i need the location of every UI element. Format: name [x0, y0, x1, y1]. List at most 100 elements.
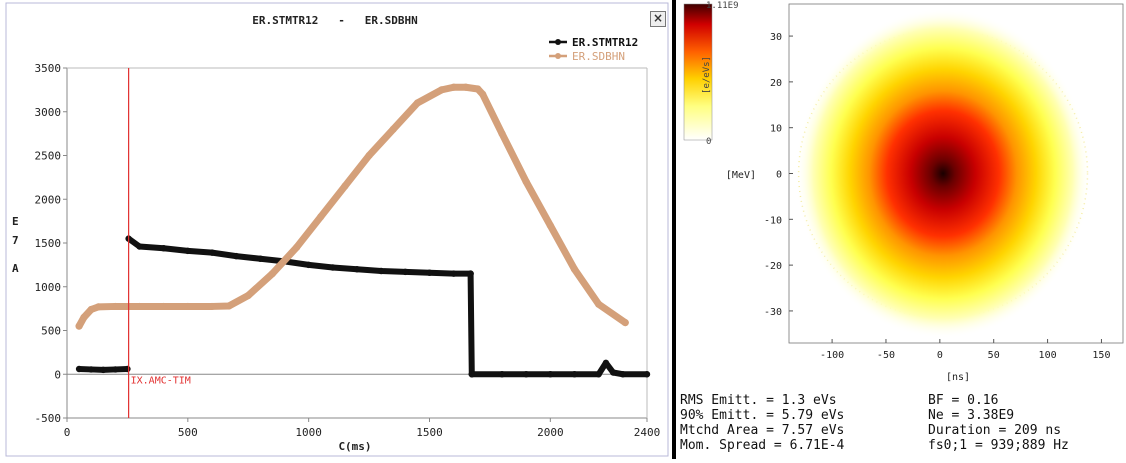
trace-plot-panel: ER.STMTR12 - ER.SDBHN -500 0 500 1000 1500 20…	[5, 2, 669, 457]
heatmap-x-tick-label: 150	[1092, 350, 1110, 361]
y-tick-label: 3500	[35, 62, 62, 75]
data-point-er-stmtr12	[160, 245, 167, 252]
heatmap-x-tick-label: 0	[937, 350, 943, 361]
data-point-er-stmtr12	[619, 371, 627, 378]
beam-statistics: RMS Emitt. = 1.3 eVs BF = 0.16 90% Emitt…	[680, 393, 1120, 457]
data-point-er-sdbhn	[75, 322, 83, 330]
stat-particle-count: Ne = 3.38E9	[928, 408, 1015, 423]
close-button[interactable]: ×	[650, 11, 666, 27]
data-point-er-sdbhn	[474, 85, 482, 93]
y-axis-label-line-2: 7	[12, 234, 19, 247]
heatmap-y-tick-label: 10	[770, 124, 782, 135]
heatmap-y-tick-label: -10	[764, 215, 782, 226]
data-point-er-stmtr12	[547, 371, 554, 378]
data-point-er-stmtr12	[100, 366, 107, 374]
y-tick-label: -500	[35, 412, 62, 425]
data-point-er-sdbhn	[413, 99, 422, 107]
chart-frame	[5, 2, 669, 457]
data-point-er-stmtr12	[522, 371, 530, 378]
data-point-er-sdbhn	[87, 305, 95, 314]
data-point-er-stmtr12	[184, 247, 192, 255]
legend-label: ER.SDBHN	[572, 50, 625, 63]
data-point-er-sdbhn	[479, 90, 487, 98]
data-point-er-stmtr12	[305, 261, 312, 269]
data-point-er-stmtr12	[643, 371, 651, 378]
data-point-er-sdbhn	[498, 130, 506, 138]
stat-rms-emittance: RMS Emitt. = 1.3 eVs	[680, 393, 837, 408]
data-point-er-sdbhn	[595, 300, 603, 308]
data-point-er-stmtr12	[208, 249, 216, 256]
stat-duration: Duration = 209 ns	[928, 423, 1062, 438]
stat-90-emittance: 90% Emitt. = 5.79 eVs	[680, 408, 845, 423]
x-tick-label: 0	[64, 426, 71, 439]
data-point-er-stmtr12	[402, 268, 409, 276]
data-point-er-sdbhn	[389, 125, 397, 133]
data-point-er-sdbhn	[546, 221, 554, 230]
data-point-er-stmtr12	[75, 365, 83, 373]
data-point-er-sdbhn	[462, 83, 470, 91]
data-point-er-sdbhn	[341, 182, 349, 190]
data-point-er-sdbhn	[522, 178, 530, 186]
heatmap-y-tick-label: 0	[776, 170, 782, 181]
data-point-er-stmtr12	[232, 252, 240, 260]
colorbar-unit-label: [e/eVs]	[702, 56, 712, 94]
data-point-er-stmtr12	[136, 243, 143, 250]
heatmap-y-tick-label: -20	[764, 261, 782, 272]
data-point-er-sdbhn	[570, 265, 579, 273]
data-point-er-stmtr12	[595, 371, 602, 378]
colorbar: 1.11E9 0 [e/eVs]	[683, 1, 739, 147]
series-line-er-stmtr12	[125, 235, 474, 277]
colorbar-min-label: 0	[706, 137, 711, 147]
data-point-er-stmtr12	[257, 255, 264, 262]
y-tick-label: 1000	[35, 281, 62, 294]
beam-distribution	[795, 8, 1091, 339]
series-group	[75, 83, 651, 378]
phase-space-panel: 1.11E9 0 [e/eVs] -100 -50 0 50 100 150 30 20 10 0…	[676, 0, 1126, 459]
heatmap-x-tick-label: -50	[877, 350, 895, 361]
timing-marker-label: IX.AMC-TIM	[131, 375, 191, 386]
data-point-er-sdbhn	[292, 243, 301, 251]
data-point-er-stmtr12	[468, 371, 475, 378]
x-tick-label: 2000	[537, 426, 564, 439]
data-point-er-stmtr12	[124, 365, 131, 373]
stat-synchrotron-frequency: fs0;1 = 939;889 Hz	[928, 438, 1069, 453]
data-point-er-stmtr12	[329, 264, 337, 271]
data-point-er-stmtr12	[377, 267, 385, 275]
legend-marker	[555, 39, 561, 45]
data-point-er-sdbhn	[437, 86, 446, 94]
y-tick-label: 500	[41, 325, 61, 338]
data-point-er-sdbhn	[317, 213, 325, 221]
panel-divider	[672, 0, 676, 459]
y-tick-label: 2000	[35, 193, 62, 206]
data-point-er-sdbhn	[160, 302, 168, 311]
stat-matched-area: Mtchd Area = 7.57 eVs	[680, 423, 845, 438]
heatmap-y-tick-label: 30	[770, 32, 782, 43]
chart-title: ER.STMTR12 - ER.SDBHN	[252, 14, 418, 27]
heatmap-y-tick-label: -30	[764, 307, 782, 318]
y-tick-label: 3000	[35, 106, 62, 119]
colorbar-max-label: 1.11E9	[706, 1, 739, 11]
y-tick-label: 2500	[35, 150, 62, 163]
data-point-er-sdbhn	[365, 151, 373, 160]
y-axis-label-line-1: E	[12, 215, 19, 228]
colorbar-gradient	[683, 3, 713, 141]
data-point-er-sdbhn	[80, 313, 88, 321]
data-point-er-stmtr12	[609, 369, 617, 376]
heatmap-x-tick-label: 50	[988, 350, 1000, 361]
heatmap-x-axis-label: [ns]	[946, 372, 970, 383]
x-tick-label: 1500	[416, 426, 443, 439]
y-tick-label: 1500	[35, 237, 62, 250]
data-point-er-sdbhn	[450, 83, 458, 91]
data-point-er-stmtr12	[602, 359, 610, 367]
data-point-er-sdbhn	[225, 302, 233, 310]
data-point-er-stmtr12	[426, 269, 433, 276]
heatmap-y-axis-label: [MeV]	[726, 170, 756, 181]
heatmap-x-tick-label: -100	[820, 350, 844, 361]
heatmap-y-tick-label: 20	[770, 78, 782, 89]
data-point-er-stmtr12	[498, 371, 506, 378]
phase-space-chart: 1.11E9 0 [e/eVs] -100 -50 0 50 100 1503020100…	[683, 1, 1124, 383]
data-point-er-sdbhn	[268, 270, 277, 278]
